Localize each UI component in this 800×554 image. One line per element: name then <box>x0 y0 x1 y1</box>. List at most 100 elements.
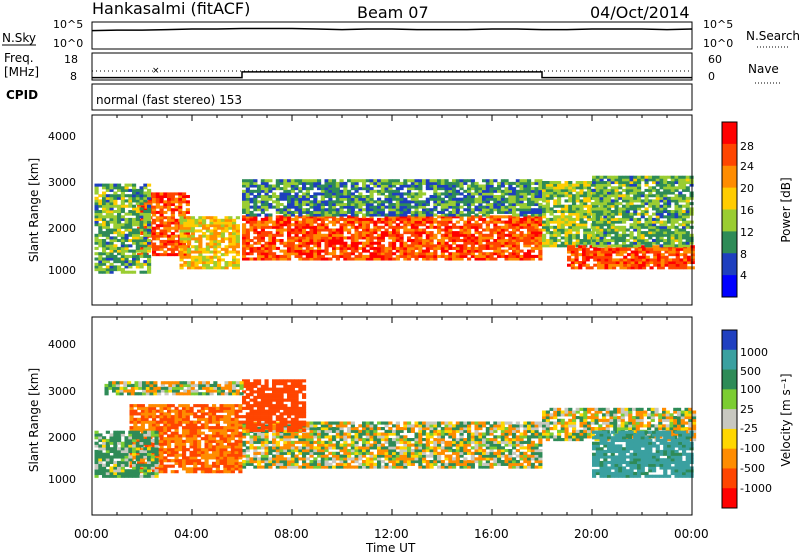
power-cell <box>587 215 592 219</box>
power-cell <box>113 204 118 208</box>
power-cell <box>384 249 389 253</box>
power-cell <box>560 231 565 235</box>
power-cell <box>463 223 468 227</box>
power-cell <box>377 241 382 245</box>
power-cell <box>388 254 393 258</box>
power-cell <box>217 258 222 262</box>
power-cell <box>220 232 225 236</box>
power-cell <box>159 208 164 212</box>
power-cell <box>667 186 672 190</box>
power-cell <box>512 195 517 199</box>
power-cell <box>549 183 554 187</box>
power-cell <box>425 241 430 245</box>
power-cell <box>362 241 367 245</box>
power-cell <box>369 208 374 212</box>
power-cell <box>313 213 318 217</box>
velocity-cell <box>444 424 449 428</box>
velocity-cell <box>317 432 322 436</box>
power-cell <box>663 231 668 235</box>
power-cell <box>124 194 129 198</box>
power-cell <box>124 249 129 253</box>
power-cell <box>653 263 658 267</box>
power-cell <box>633 178 638 182</box>
power-cell <box>109 215 114 219</box>
velocity-cell <box>414 446 419 450</box>
power-cell <box>170 253 175 257</box>
power-cell <box>124 246 129 250</box>
power-cell <box>298 254 303 258</box>
power-cell <box>614 231 619 235</box>
power-cell <box>657 258 662 262</box>
power-cell <box>152 208 157 212</box>
power-cell <box>365 241 370 245</box>
nave-tick-bottom: 0 <box>708 70 715 83</box>
velocity-cell <box>425 438 430 442</box>
velocity-cell <box>242 424 247 428</box>
power-cell <box>467 215 472 219</box>
power-cell <box>668 261 673 265</box>
velocity-cell <box>339 454 344 458</box>
velocity-cell <box>279 449 284 453</box>
power-cell <box>574 253 579 257</box>
power-cell <box>94 188 99 192</box>
power-cell <box>534 189 539 193</box>
power-cell <box>155 226 160 230</box>
velocity-cell <box>369 443 374 447</box>
power-cell <box>670 188 675 192</box>
power-cell <box>414 200 419 204</box>
power-cell <box>135 249 140 253</box>
power-cell <box>659 225 664 229</box>
power-cell <box>328 239 333 243</box>
power-colorbar <box>722 122 737 298</box>
power-cell <box>542 204 547 208</box>
power-cell <box>313 210 318 214</box>
power-cell <box>418 213 423 217</box>
power-cell <box>202 258 207 262</box>
velocity-cell <box>407 440 412 444</box>
power-cell <box>444 189 449 193</box>
power-cell <box>132 262 137 266</box>
power-cell <box>485 236 490 240</box>
power-cell <box>418 252 423 256</box>
power-cell <box>682 183 687 187</box>
power-cell <box>482 189 487 193</box>
power-cell <box>373 184 378 188</box>
power-cell <box>105 204 110 208</box>
power-cell <box>553 194 558 198</box>
power-cell <box>268 257 273 261</box>
power-cell <box>603 188 608 192</box>
power-cell <box>294 220 299 224</box>
power-cell <box>542 225 547 229</box>
power-cell <box>422 257 427 261</box>
power-cell <box>482 239 487 243</box>
power-cell <box>98 202 103 206</box>
power-cell <box>560 225 565 229</box>
power-cell <box>564 223 569 227</box>
power-cell <box>268 233 273 237</box>
power-cell <box>587 239 592 243</box>
velocity-cell <box>365 462 370 466</box>
power-cell <box>354 239 359 243</box>
power-cell <box>283 208 288 212</box>
power-cell <box>113 244 118 248</box>
power-panel: Slant Range [km] 4000 3000 2000 1000 28 … <box>27 114 793 306</box>
power-cell <box>358 179 363 183</box>
velocity-cell <box>275 421 280 425</box>
power-cell <box>608 250 613 254</box>
power-cell <box>392 252 397 256</box>
power-cell <box>94 220 99 224</box>
power-cell <box>294 244 299 248</box>
power-cell <box>607 188 612 192</box>
power-cell <box>220 234 225 238</box>
power-cell <box>235 242 240 246</box>
power-cell <box>242 223 247 227</box>
power-cell <box>587 236 592 240</box>
power-cell <box>644 196 649 200</box>
power-cell <box>163 221 168 225</box>
power-cell <box>294 215 299 219</box>
power-cell <box>448 197 453 201</box>
power-cell <box>343 246 348 250</box>
power-cell <box>302 195 307 199</box>
power-cell <box>135 254 140 258</box>
power-cell <box>264 233 269 237</box>
